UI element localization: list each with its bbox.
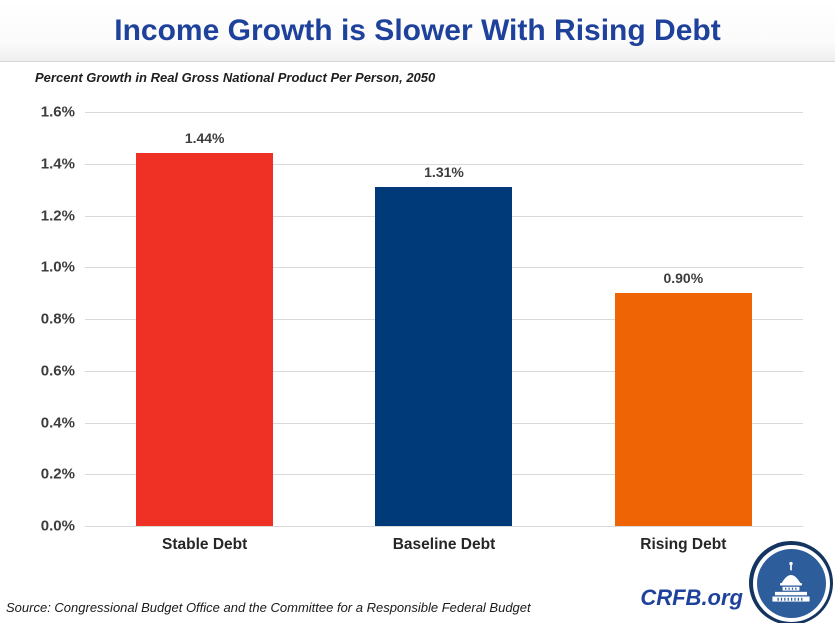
bar-column: 0.90% [564,112,803,526]
category-label: Baseline Debt [392,536,496,553]
bar-value-label: 1.31% [424,164,464,181]
brand-text: CRFB.org [640,585,743,610]
y-axis-tick-label: 0.0% [40,517,75,535]
y-axis-tick-label: 0.8% [40,310,75,328]
chart-header: Income Growth is Slower With Rising Debt [0,0,835,62]
bar-series: 1.44% 1.31% 0.90% [85,112,803,526]
bar-column: 1.44% [85,112,324,526]
bar-column: 1.31% [324,112,563,526]
y-axis-tick-label: 1.6% [40,103,75,121]
y-axis-tick-label: 0.4% [40,414,75,431]
gridline [85,526,803,527]
bar [375,187,513,526]
capitol-dome-icon [756,548,826,618]
gridline [85,112,803,113]
y-axis-tick-label: 1.2% [40,207,75,224]
y-axis-tick-label: 1.0% [40,258,75,276]
category-label: Rising Debt [640,536,727,553]
bar-value-label: 1.44% [184,130,225,147]
plot-area: 1.44% 1.31% 0.90% [85,112,803,527]
y-axis-tick-label: 0.2% [40,465,75,483]
bar-value-label: 0.90% [663,270,704,287]
category-label: Stable Debt [162,536,248,553]
category-axis: Stable Debt Baseline Debt Rising Debt [85,536,803,554]
crfb-logo [749,541,833,623]
bar [136,153,274,526]
chart-title: Income Growth is Slower With Rising Debt [114,13,721,47]
logo-ring [752,544,830,622]
chart-subtitle: Percent Growth in Real Gross National Pr… [35,70,436,85]
source-note: Source: Congressional Budget Office and … [6,600,531,615]
y-axis-tick-label: 1.4% [40,155,75,173]
gridline [85,163,803,165]
y-axis-tick-label: 0.6% [40,362,75,380]
bar [614,293,752,526]
